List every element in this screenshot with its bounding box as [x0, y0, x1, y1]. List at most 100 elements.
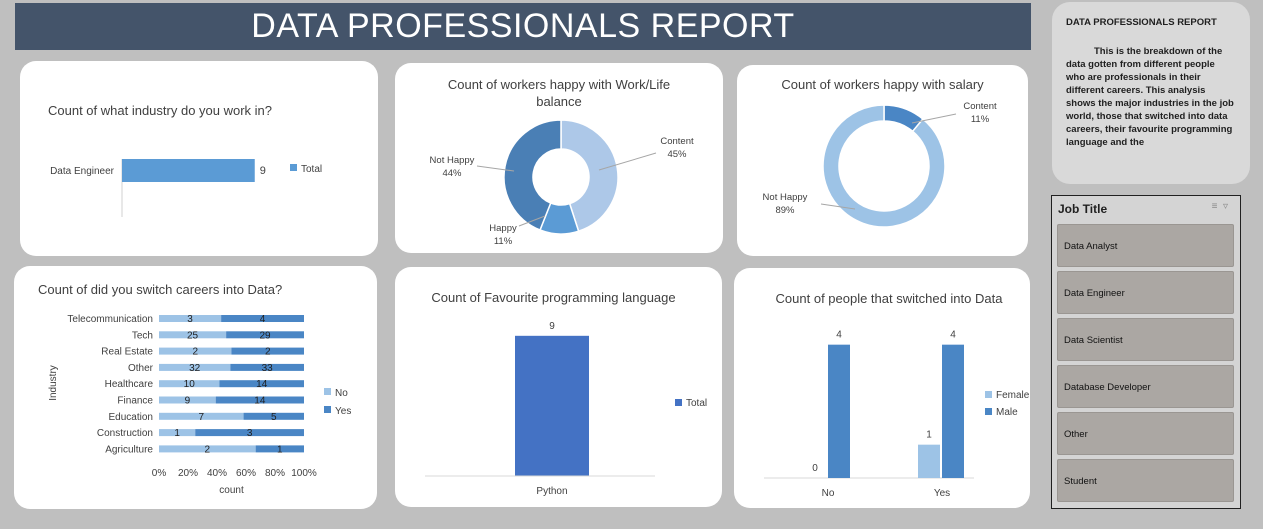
slice-percent-not-happy: 89% [775, 205, 795, 216]
report-description-title: DATA PROFESSIONALS REPORT [1066, 17, 1217, 28]
data-label-no-education: 7 [199, 412, 205, 423]
slice-percent-content: 45% [667, 149, 687, 160]
worklife-chart-card: Count of workers happy with Work/Life ba… [395, 63, 723, 253]
data-label-female-yes: 1 [926, 430, 932, 441]
legend-swatch-total [290, 164, 297, 171]
switch-industry-chart-title: Count of did you switch careers into Dat… [38, 282, 283, 297]
y-axis-label: Industry [48, 365, 59, 401]
slicer-item-database-developer[interactable]: Database Developer [1057, 365, 1234, 408]
slice-percent-content: 11% [971, 114, 990, 125]
leader-line-happy [518, 215, 546, 227]
salary-chart-card: Count of workers happy with salary Conte… [737, 65, 1028, 256]
bar-no-construction [159, 429, 196, 437]
leader-line-content [911, 113, 957, 124]
bar-yes-finance [215, 396, 304, 404]
industry-chart-title: Count of what industry do you work in? [48, 103, 273, 118]
data-label-female-no: 0 [812, 463, 818, 474]
data-label-yes-finance: 14 [254, 396, 266, 407]
clear-filter-icon[interactable]: ▿ [1222, 201, 1228, 212]
data-label-no-real-estate: 2 [192, 347, 198, 358]
legend-swatch-female [985, 391, 992, 398]
bar-no-finance [159, 396, 216, 404]
legend-label-yes: Yes [335, 406, 351, 417]
bar-python [515, 335, 589, 476]
legend-swatch-yes [324, 406, 331, 413]
bar-no-real-estate [159, 347, 232, 355]
data-label-yes-other: 33 [262, 363, 274, 374]
data-label-yes-agriculture: 1 [277, 444, 283, 455]
worklife-chart-title: Count of workers happy with Work/Life ba… [447, 77, 671, 109]
slicer-item-student[interactable]: Student [1057, 459, 1234, 502]
category-label-real-estate: Real Estate [101, 347, 153, 358]
category-label-agriculture: Agriculture [105, 444, 153, 455]
data-label-yes-telecommunication: 4 [260, 314, 266, 325]
category-label-yes: Yes [934, 488, 950, 499]
multi-select-icon[interactable]: ≡ [1211, 201, 1218, 212]
data-label-no-construction: 1 [174, 428, 180, 439]
legend-label-total: Total [686, 398, 707, 409]
switch-industry-chart-card: Count of did you switch careers into Dat… [14, 266, 377, 509]
x-tick-label-3: 60% [236, 468, 256, 479]
worklife-slice-content [560, 119, 619, 233]
data-label-no-agriculture: 2 [205, 444, 211, 455]
leader-line-not-happy [476, 165, 515, 172]
data-label-yes-tech: 29 [260, 330, 272, 341]
bar-yes-healthcare [219, 380, 304, 388]
category-label-data-engineer: Data Engineer [50, 166, 115, 177]
data-label-yes-healthcare: 14 [256, 379, 268, 390]
bar-male-no [828, 344, 850, 478]
data-label-no-other: 32 [189, 363, 201, 374]
slice-label-not-happy: Not Happy [763, 192, 808, 203]
switched-chart-card: Count of people that switched into Data … [734, 268, 1030, 508]
bar-yes-education [243, 412, 304, 420]
language-chart-card: Count of Favourite programming language … [395, 267, 722, 507]
slice-percent-happy: 11% [494, 236, 513, 247]
bar-yes-agriculture [255, 445, 304, 453]
category-label-python: Python [536, 486, 567, 497]
data-label-no-tech: 25 [187, 330, 199, 341]
language-chart: 9 Python Total [425, 321, 707, 497]
data-label-no-telecommunication: 3 [187, 314, 193, 325]
leader-line-not-happy [820, 203, 856, 210]
language-chart-title: Count of Favourite programming language [431, 290, 676, 305]
x-axis-label: count [219, 485, 244, 496]
slicer-item-data-analyst[interactable]: Data Analyst [1057, 224, 1234, 267]
category-label-tech: Tech [132, 330, 153, 341]
data-label-yes-education: 5 [271, 412, 277, 423]
bar-no-other [159, 363, 231, 371]
switched-chart: 0 4 No 1 4 Yes Female Male [764, 330, 1030, 499]
slice-label-not-happy: Not Happy [430, 155, 475, 166]
switch-industry-chart: 0% 20% 40% 60% 80% 100% count Industry Telecommu… [48, 314, 351, 496]
worklife-chart: Content 45% Happy 11% Not Happy 44% [430, 119, 694, 247]
x-tick-label-0: 0% [152, 468, 167, 479]
category-label-telecommunication: Telecommunication [67, 314, 153, 325]
slicer-item-data-scientist[interactable]: Data Scientist [1057, 318, 1234, 361]
legend-label-no: No [335, 388, 348, 399]
x-tick-label-5: 100% [291, 468, 317, 479]
data-label-male-no: 4 [836, 330, 842, 341]
legend-label-male: Male [996, 407, 1018, 418]
slice-percent-not-happy: 44% [442, 168, 462, 179]
worklife-slice-not-happy [503, 119, 562, 231]
slicer-item-data-engineer[interactable]: Data Engineer [1057, 271, 1234, 314]
slicer-item-other[interactable]: Other [1057, 412, 1234, 455]
category-label-finance: Finance [117, 396, 153, 407]
data-label-yes-real-estate: 2 [265, 347, 271, 358]
data-label-no-finance: 9 [185, 396, 191, 407]
bar-yes-telecommunication [221, 315, 304, 322]
report-title: DATA PROFESSIONALS REPORT [15, 3, 1031, 50]
category-label-other: Other [128, 363, 154, 374]
bar-no-agriculture [159, 445, 256, 453]
slice-label-happy: Happy [489, 223, 517, 234]
salary-chart-title: Count of workers happy with salary [781, 77, 984, 92]
category-label-healthcare: Healthcare [105, 379, 154, 390]
salary-chart: Content 11% Not Happy 89% [763, 101, 997, 228]
bar-female-yes [918, 444, 940, 478]
bar-yes-real-estate [231, 347, 304, 355]
bar-data-engineer [122, 159, 255, 182]
legend-swatch-male [985, 408, 992, 415]
slice-label-content: Content [963, 101, 997, 112]
data-label-data-engineer: 9 [260, 165, 266, 177]
report-description-body: This is the breakdown of the data gotten… [1066, 46, 1234, 148]
switched-chart-title: Count of people that switched into Data [775, 291, 1003, 306]
